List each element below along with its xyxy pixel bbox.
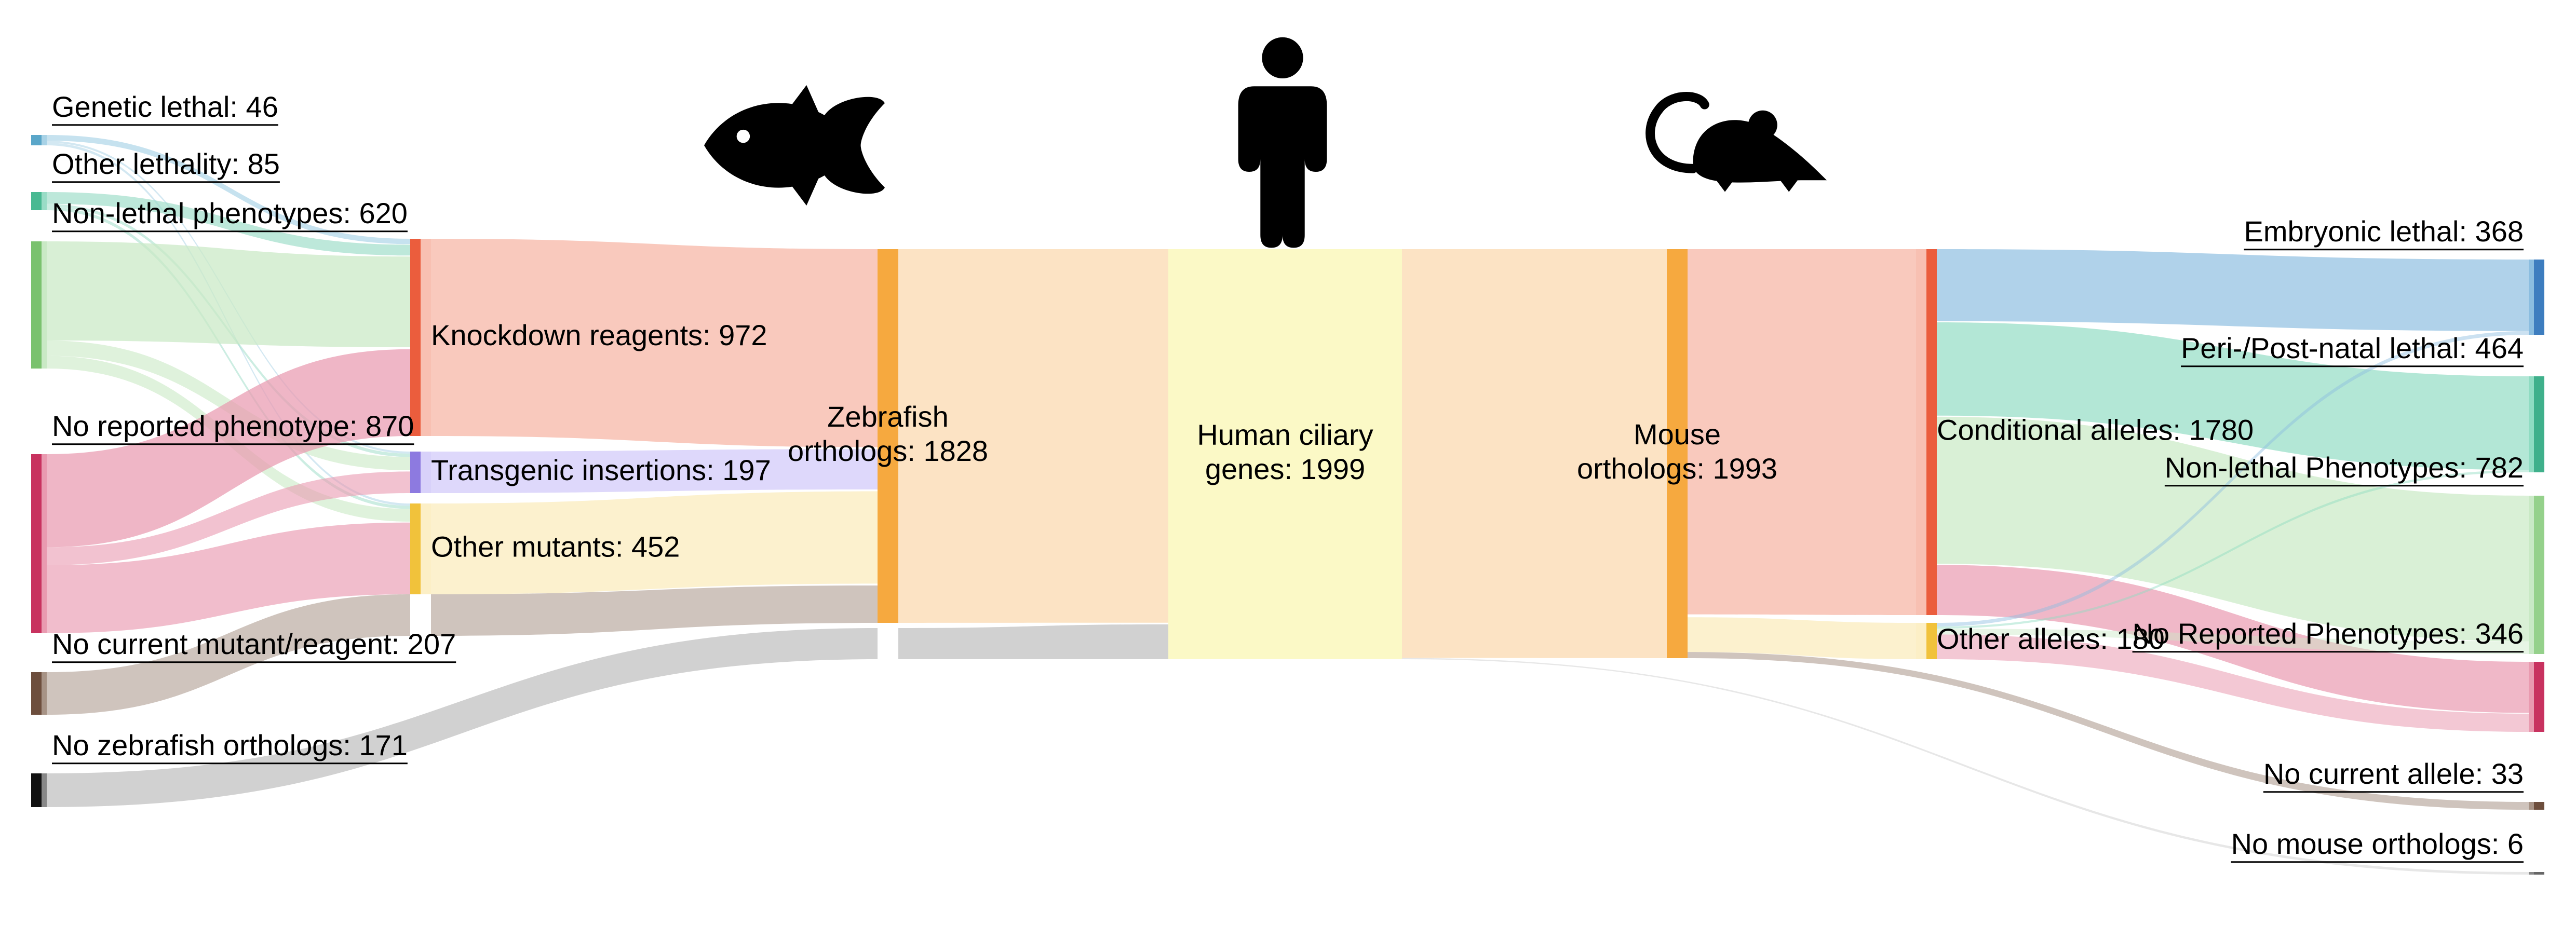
label-zf_oth_lethal: Other lethality: 85 xyxy=(52,147,280,180)
label-m_peri: Peri-/Post-natal lethal: 464 xyxy=(2181,332,2524,364)
label-knockdown: Knockdown reagents: 972 xyxy=(431,319,767,351)
svg-text:orthologs: 1828: orthologs: 1828 xyxy=(788,434,988,467)
node-edge-other_alleles xyxy=(1926,623,1937,659)
link-zf_nonlethal-to-knockdown xyxy=(47,241,410,347)
node-edge-other_mut xyxy=(410,503,421,594)
link-mouse_ortho-to-cond_alleles xyxy=(1688,249,1916,615)
node-edge-m_peri xyxy=(2534,376,2544,472)
node-edge-zf_no_reag_t xyxy=(31,672,42,715)
node-edge-m_emb_lethal xyxy=(2534,260,2544,335)
node-edge-zf_nonlethal xyxy=(31,241,42,369)
label-m_emb_lethal: Embryonic lethal: 368 xyxy=(2244,215,2524,248)
label-zf_gen_lethal: Genetic lethal: 46 xyxy=(52,90,278,123)
label-m_nonlethal: Non-lethal Phenotypes: 782 xyxy=(2165,451,2524,484)
label-zf_nonlethal: Non-lethal phenotypes: 620 xyxy=(52,197,408,229)
node-edge-knockdown xyxy=(410,239,421,436)
svg-text:genes: 1999: genes: 1999 xyxy=(1205,453,1365,485)
label-cond_alleles: Conditional alleles: 1780 xyxy=(1937,413,2254,446)
node-edge-m_nonlethal xyxy=(2534,496,2544,654)
fish-icon xyxy=(704,85,885,206)
svg-text:Human ciliary: Human ciliary xyxy=(1197,418,1373,451)
label-zf_no_orth_t: No zebrafish orthologs: 171 xyxy=(52,729,408,761)
svg-text:Mouse: Mouse xyxy=(1634,418,1721,451)
label-other_alleles: Other alleles: 180 xyxy=(1937,622,2165,655)
link-cond_alleles-to-m_emb_lethal xyxy=(1937,249,2529,331)
node-edge-m_no_pheno xyxy=(2534,662,2544,732)
label-m_no_ortho: No mouse orthologs: 6 xyxy=(2231,827,2524,860)
node-edge-transgenic xyxy=(410,452,421,493)
label-other_mut: Other mutants: 452 xyxy=(431,530,680,563)
node-edge-zf_oth_lethal xyxy=(31,192,42,210)
node-edge-zf_no_orth_t xyxy=(31,773,42,807)
node-edge-m_no_ortho xyxy=(2534,872,2544,875)
label-m_no_pheno: No Reported Phenotypes: 346 xyxy=(2133,617,2524,650)
label-zf_no_reag_t: No current mutant/reagent: 207 xyxy=(52,628,456,660)
node-edge-cond_alleles xyxy=(1926,249,1937,615)
node-edge-zf_gen_lethal xyxy=(31,135,42,145)
label-zf_no_pheno: No reported phenotype: 870 xyxy=(52,410,414,442)
node-edge-m_no_allele xyxy=(2534,802,2544,810)
node-edge-zf_no_pheno xyxy=(31,454,42,633)
link-zf_no_ortho-to-human xyxy=(898,624,1168,659)
svg-text:Zebrafish: Zebrafish xyxy=(827,400,948,433)
human-icon xyxy=(1238,37,1327,248)
mouse-icon xyxy=(1650,97,1827,192)
label-transgenic: Transgenic insertions: 197 xyxy=(431,454,771,486)
svg-text:orthologs: 1993: orthologs: 1993 xyxy=(1577,452,1777,485)
label-m_no_allele: No current allele: 33 xyxy=(2263,757,2524,790)
sankey-diagram: Human ciliarygenes: 1999Zebrafishortholo… xyxy=(0,0,2576,940)
